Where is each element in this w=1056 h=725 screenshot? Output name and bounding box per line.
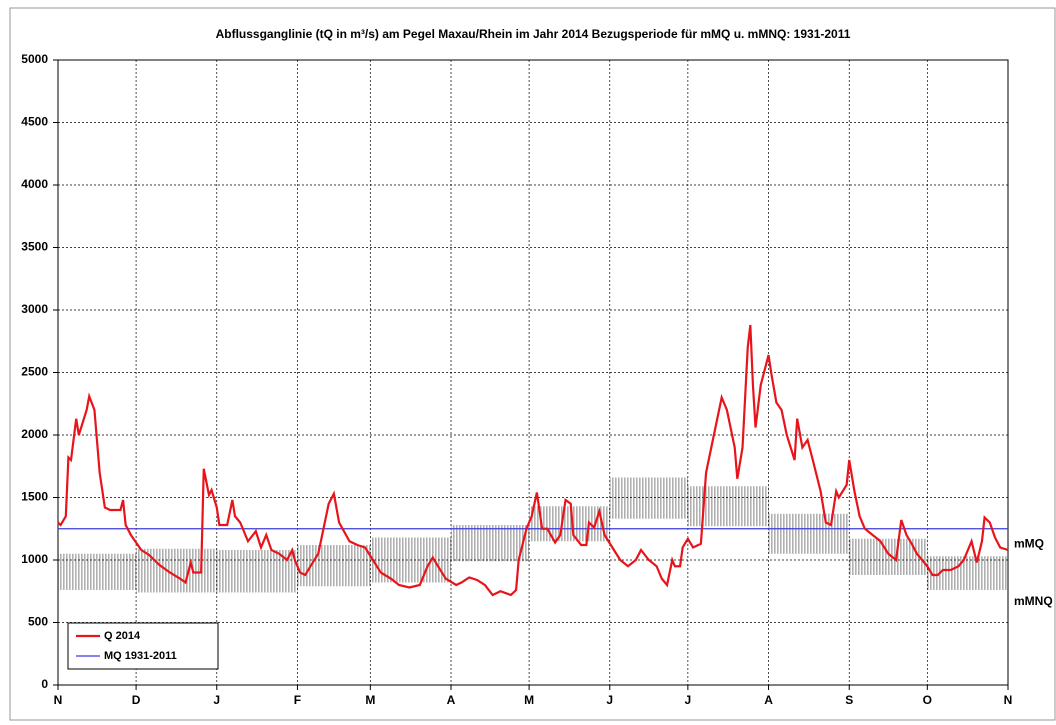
x-tick-label: J (606, 693, 613, 707)
band-label: mMNQ (1014, 594, 1053, 608)
y-tick-label: 500 (28, 615, 48, 629)
y-tick-label: 3500 (21, 240, 48, 254)
y-tick-label: 4500 (21, 115, 48, 129)
x-tick-label: N (1004, 693, 1013, 707)
y-tick-label: 1500 (21, 490, 48, 504)
y-tick-label: 5000 (21, 52, 48, 66)
x-tick-label: A (447, 693, 456, 707)
line (57, 324, 1009, 597)
x-tick-label: O (923, 693, 932, 707)
y-tick-label: 1000 (21, 552, 48, 566)
y-tick-label: 2500 (21, 365, 48, 379)
frame (9, 7, 1056, 721)
y-tick-label: 4000 (21, 177, 48, 191)
x-tick-label: N (54, 693, 63, 707)
y-tick-label: 3000 (21, 302, 48, 316)
band (768, 513, 850, 554)
band-label: mMQ (1014, 536, 1044, 550)
x-tick-label: F (294, 693, 301, 707)
x-tick-label: S (845, 693, 853, 707)
band (216, 550, 298, 593)
x-tick-label: M (365, 693, 375, 707)
band (609, 477, 688, 519)
x-tick-label: A (764, 693, 773, 707)
band (687, 486, 769, 527)
plot-border (57, 59, 1009, 686)
band (451, 525, 530, 562)
x-tick-label: M (524, 693, 534, 707)
legend-label: Q 2014 (104, 630, 141, 642)
x-tick-label: D (132, 693, 141, 707)
legend-box (67, 622, 219, 670)
y-tick-label: 2000 (21, 427, 48, 441)
x-tick-label: J (213, 693, 220, 707)
legend-label: MQ 1931-2011 (104, 650, 177, 662)
chart-title: Abflussganglinie (tQ in m³/s) am Pegel M… (216, 27, 851, 41)
band (297, 545, 371, 587)
y-tick-label: 0 (41, 677, 48, 691)
band (849, 538, 928, 575)
x-tick-label: J (685, 693, 692, 707)
band (58, 553, 137, 590)
